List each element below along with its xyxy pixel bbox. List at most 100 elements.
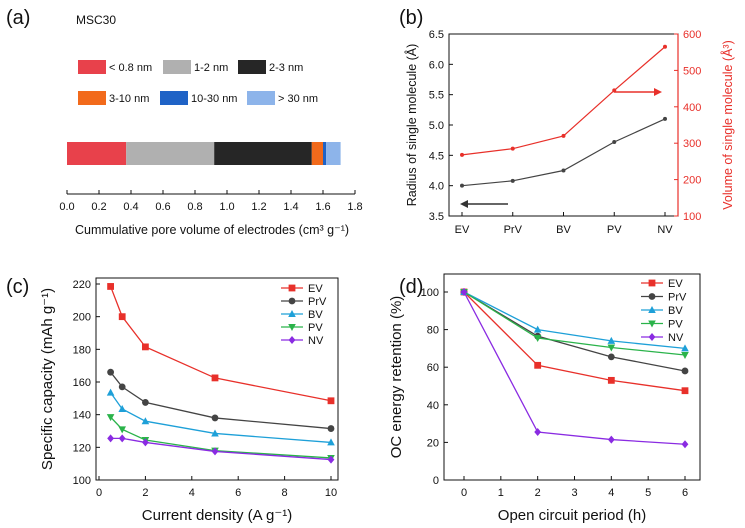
data-point bbox=[612, 139, 617, 144]
x-axis-title: Cummulative pore volume of electrodes (c… bbox=[75, 223, 349, 237]
plot-frame bbox=[443, 273, 701, 481]
data-point bbox=[681, 367, 689, 375]
legend-label: PrV bbox=[308, 296, 327, 308]
x-tick-label: 0.2 bbox=[91, 201, 106, 213]
legend-label: < 0.8 nm bbox=[109, 62, 152, 74]
legend-marker bbox=[288, 336, 296, 344]
x-tick-label: 0.8 bbox=[187, 201, 202, 213]
y-axis-title: Radius of single molecule (Å) bbox=[404, 44, 419, 207]
data-point bbox=[561, 168, 566, 173]
legend-label: > 30 nm bbox=[278, 93, 318, 105]
panel-label: (a) bbox=[6, 7, 30, 29]
y-tick-label: 200 bbox=[73, 312, 91, 324]
data-point bbox=[534, 361, 542, 369]
series-line bbox=[461, 46, 666, 156]
legend-swatch bbox=[238, 60, 266, 74]
x-tick-label: 1.0 bbox=[219, 201, 234, 213]
data-point bbox=[681, 351, 689, 359]
legend-label: NV bbox=[668, 332, 684, 344]
y-tick-label: 100 bbox=[73, 475, 91, 487]
y-tick-label: 4.5 bbox=[429, 150, 444, 162]
data-point bbox=[533, 325, 542, 333]
legend-label: BV bbox=[308, 309, 323, 321]
data-point bbox=[118, 404, 126, 412]
data-point bbox=[142, 343, 149, 351]
data-point bbox=[141, 417, 150, 425]
data-point bbox=[510, 146, 515, 151]
y-tick-label: 3.5 bbox=[429, 211, 444, 223]
data-point bbox=[211, 374, 219, 382]
data-point bbox=[107, 368, 114, 376]
x-tick-label: 0.6 bbox=[155, 201, 170, 213]
y2-tick-label: 300 bbox=[683, 138, 701, 150]
y-tick-label: 220 bbox=[73, 279, 91, 291]
data-point bbox=[663, 44, 667, 49]
data-point bbox=[663, 116, 667, 121]
y-axis-title: Specific capacity (mAh g⁻¹) bbox=[39, 288, 56, 470]
legend-swatch bbox=[160, 91, 188, 105]
y2-tick-label: 100 bbox=[683, 211, 701, 223]
series-line bbox=[463, 291, 686, 392]
data-point bbox=[607, 336, 616, 344]
y-tick-label: 6.5 bbox=[429, 29, 444, 41]
data-point bbox=[460, 183, 464, 188]
y-tick-label: 5.0 bbox=[429, 120, 444, 132]
x-tick-label: 2 bbox=[142, 487, 148, 499]
x-tick-label: 3 bbox=[571, 487, 577, 499]
legend-label: 10-30 nm bbox=[191, 93, 237, 105]
x-axis-title: Current density (A g⁻¹) bbox=[142, 507, 292, 524]
data-point bbox=[510, 178, 515, 183]
x-tick-label: 0 bbox=[461, 487, 467, 499]
legend-label: PV bbox=[308, 322, 323, 334]
plot-frame bbox=[448, 33, 679, 217]
panel-label: (d) bbox=[399, 276, 423, 298]
y2-tick-label: 600 bbox=[683, 29, 701, 41]
legend-swatch bbox=[78, 91, 106, 105]
y-tick-label: 80 bbox=[427, 325, 439, 337]
sample-label: MSC30 bbox=[76, 13, 116, 27]
legend-swatch bbox=[78, 60, 106, 74]
bar-segment bbox=[214, 142, 312, 165]
legend-marker bbox=[648, 279, 656, 287]
legend-label: PV bbox=[668, 319, 683, 331]
data-point bbox=[118, 313, 126, 321]
legend-label: 2-3 nm bbox=[269, 62, 303, 74]
x-tick-label: 4 bbox=[189, 487, 195, 499]
x-tick-label: 6 bbox=[235, 487, 241, 499]
series-line bbox=[463, 291, 686, 445]
data-point bbox=[142, 438, 149, 447]
legend-marker bbox=[648, 293, 656, 300]
bar-segment bbox=[67, 142, 127, 165]
data-point bbox=[118, 426, 126, 434]
legend-marker bbox=[648, 333, 656, 341]
data-point bbox=[106, 388, 115, 396]
data-point bbox=[118, 383, 126, 391]
data-point bbox=[327, 425, 335, 432]
series-line bbox=[463, 291, 686, 356]
bar-segment bbox=[326, 142, 341, 165]
data-point bbox=[327, 438, 335, 446]
data-point bbox=[327, 455, 335, 464]
data-point bbox=[118, 434, 126, 443]
legend-label: PrV bbox=[668, 292, 687, 304]
x-tick-label: 1.8 bbox=[347, 201, 362, 213]
y-axis-title: OC energy retention (%) bbox=[388, 296, 405, 459]
data-point bbox=[211, 414, 219, 422]
y2-tick-label: 500 bbox=[683, 65, 701, 77]
x-tick-label: 1.2 bbox=[251, 201, 266, 213]
x-tick-label: 6 bbox=[682, 487, 688, 499]
x-tick-label: 5 bbox=[645, 487, 651, 499]
data-point bbox=[607, 353, 615, 361]
data-point bbox=[142, 399, 149, 406]
x-tick-label: BV bbox=[556, 224, 571, 236]
data-point bbox=[106, 414, 115, 422]
y2-axis-title: Volume of single molecule (Å³) bbox=[720, 40, 735, 210]
legend-label: 3-10 nm bbox=[109, 93, 149, 105]
bar-segment bbox=[311, 142, 323, 165]
plot-frame bbox=[95, 277, 339, 481]
panel-label: (c) bbox=[6, 276, 29, 298]
data-point bbox=[681, 344, 689, 352]
legend-marker bbox=[288, 310, 296, 317]
y-tick-label: 60 bbox=[427, 362, 439, 374]
